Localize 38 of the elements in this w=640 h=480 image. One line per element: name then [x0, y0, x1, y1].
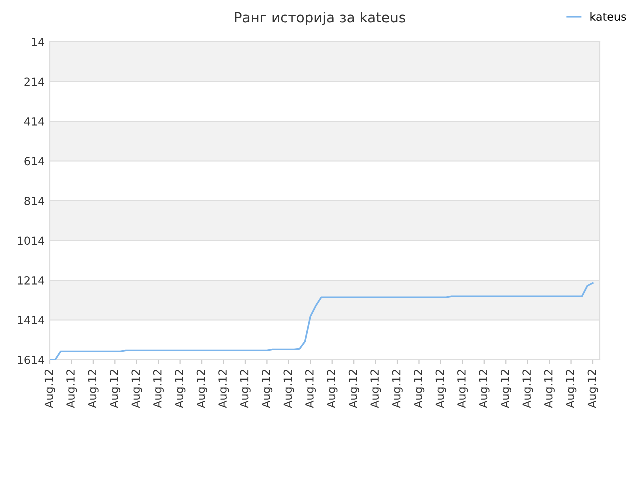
x-tick-label: Aug.12 — [66, 370, 78, 408]
x-tick-label: Aug.12 — [240, 370, 251, 408]
x-tick-label: Aug.12 — [196, 370, 208, 408]
x-tick-label: Aug.12 — [458, 370, 468, 408]
y-tick-label: 1014 — [18, 236, 45, 246]
x-tick-label: Aug.12 — [175, 370, 186, 408]
line-series — [50, 282, 594, 360]
x-tick-label: Aug.12 — [305, 370, 316, 408]
x-tick-label: Aug.12 — [88, 370, 99, 408]
x-tick-label: Aug.12 — [132, 370, 142, 408]
y-tick-label: 1614 — [18, 356, 45, 364]
x-tick-label: Aug.12 — [348, 370, 360, 408]
x-tick-label: Aug.12 — [436, 370, 446, 408]
x-tick-label: Aug.12 — [588, 370, 598, 408]
x-tick-label: Aug.12 — [544, 370, 555, 408]
x-tick-label: Aug.12 — [153, 370, 164, 408]
x-tick-label: Aug.12 — [284, 370, 294, 408]
y-tick-label: 1214 — [18, 276, 45, 285]
x-tick-label: Aug.12 — [370, 370, 382, 408]
x-tick-label: Aug.12 — [218, 370, 230, 408]
x-tick-label: Aug.12 — [392, 370, 403, 408]
x-tick-label: Aug.12 — [479, 370, 490, 408]
x-tick-label: Aug.12 — [522, 370, 534, 408]
chart-title: Ранг историја за kateus — [235, 12, 406, 26]
x-tick-label: Aug.12 — [414, 370, 425, 408]
y-tick-label: 414 — [24, 118, 45, 126]
x-tick-label: Aug.12 — [262, 370, 273, 408]
y-tick-label: 214 — [24, 78, 45, 86]
x-tick-label: Aug.12 — [500, 370, 512, 408]
y-tick-label: 814 — [24, 196, 45, 206]
y-tick-label: 614 — [24, 157, 45, 166]
y-tick-label: 1414 — [18, 316, 45, 324]
x-tick-label: Aug.12 — [327, 370, 338, 408]
legend-label: kateus — [590, 12, 626, 21]
x-tick-label: Aug.12 — [110, 370, 121, 408]
y-tick-label: 14 — [32, 38, 45, 46]
x-tick-label: Aug.12 — [44, 370, 56, 408]
x-tick-label: Aug.12 — [566, 370, 577, 408]
